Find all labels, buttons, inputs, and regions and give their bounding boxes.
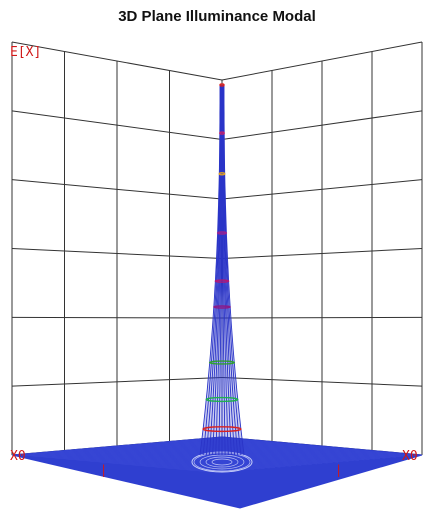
floor-meshline [143,443,344,462]
floor-meshline [127,444,328,464]
floor-meshline [22,453,223,473]
floor-meshline [185,439,386,459]
floor-meshline [106,446,307,466]
floor-meshline [195,439,396,458]
floor-meshline [74,449,276,468]
x-axis-right-label: X0 [402,449,418,464]
floor-meshline [169,441,370,460]
floor-meshline [101,447,302,466]
floor-meshline [59,450,260,470]
floor-meshline [211,437,412,457]
contour-ring [205,396,239,403]
contour-ring [219,83,225,87]
contour-ring [202,426,242,433]
floor-meshline [90,448,291,467]
floor-meshline [64,450,265,469]
floor-tick-right: | [335,463,342,477]
peak-meshline [223,85,245,456]
floor-centre-ring [205,456,239,468]
contour-ring [213,305,231,309]
floor-plane [11,436,423,509]
floor-meshline [158,442,360,461]
floor-tick-left: | [100,463,107,477]
contour-ring [218,172,226,176]
contour-ring [219,131,225,135]
floor-meshline [174,440,375,460]
floor-meshline [148,443,349,462]
floor-meshline [38,452,239,471]
floor-meshline [164,441,365,461]
illuminance-peak-mesh [199,83,245,456]
z-axis-label: E[X] [10,45,41,60]
floor-meshline [216,437,417,456]
contour-ring [214,279,230,283]
floor-meshline [43,452,244,471]
floor-meshline [80,448,281,468]
chart-title: 3D Plane Illuminance Modal [118,8,316,25]
contour-ring [208,360,236,365]
floor-meshline [17,454,218,473]
floor-meshline [27,453,228,472]
floor-meshline [69,449,270,469]
floor-meshline [53,451,255,470]
floor-meshline [153,442,354,462]
contour-ring [216,231,228,235]
floor-meshline [85,448,286,467]
floor-meshline [200,438,402,457]
floor-centre-ring [211,458,233,466]
peak-silhouette [200,85,244,455]
x-axis-left-label: X0 [10,449,26,464]
floor-meshline [190,439,391,458]
